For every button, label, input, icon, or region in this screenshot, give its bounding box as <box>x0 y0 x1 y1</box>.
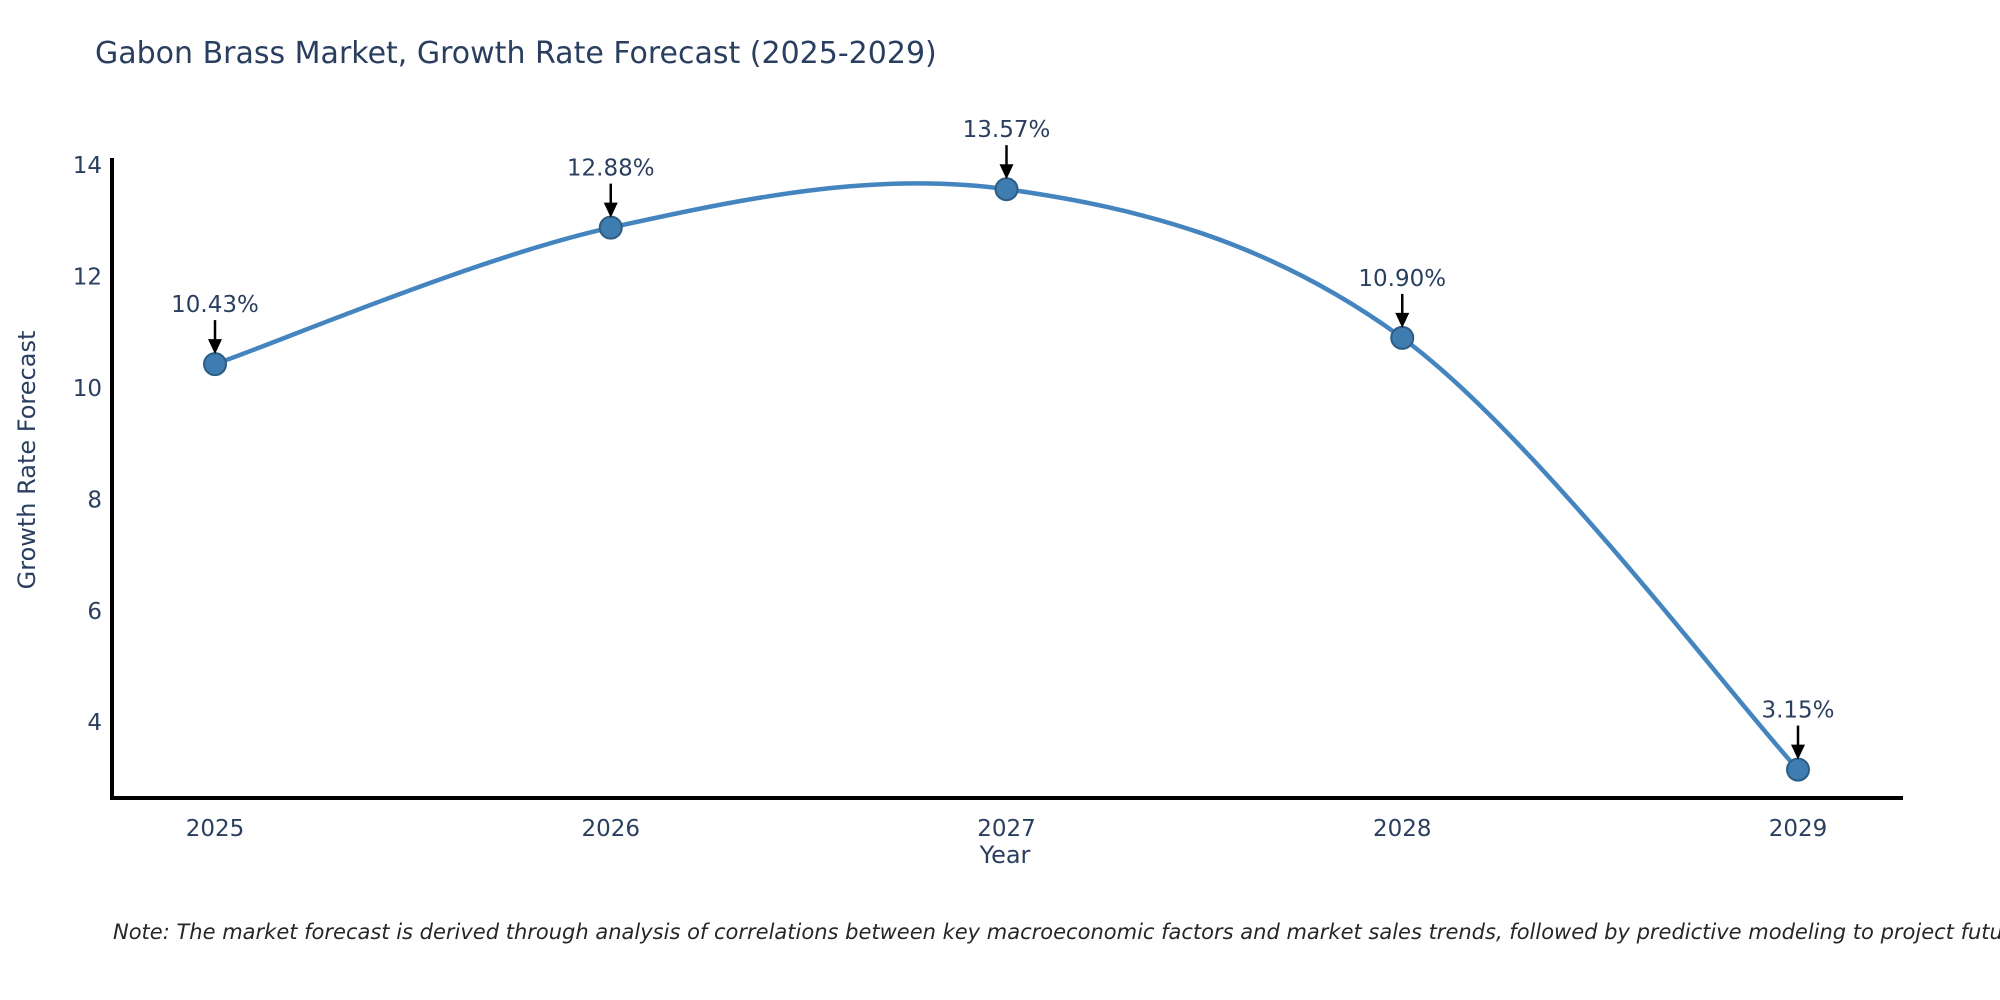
annotation-arrowhead <box>208 339 222 355</box>
x-tick-label: 2029 <box>1769 816 1828 842</box>
annotation-arrowhead <box>999 164 1014 180</box>
y-tick-label: 14 <box>73 153 102 179</box>
data-point-marker <box>994 177 1019 202</box>
point-value-label: 10.90% <box>1358 266 1446 292</box>
data-point-marker <box>1390 325 1415 350</box>
y-tick-label: 4 <box>87 710 102 736</box>
x-tick-label: 2027 <box>977 816 1036 842</box>
point-value-label: 3.15% <box>1761 698 1834 724</box>
y-tick-label: 12 <box>73 265 102 291</box>
forecast-line <box>212 181 1801 772</box>
y-tick-label: 6 <box>87 599 102 625</box>
y-tick-label: 8 <box>87 487 102 513</box>
point-value-label: 12.88% <box>567 156 655 182</box>
y-axis-title: Growth Rate Forecast <box>13 330 41 590</box>
annotation-arrowhead <box>1395 312 1410 328</box>
x-tick-label: 2025 <box>186 816 245 842</box>
chart-note: Note: The market forecast is derived thr… <box>113 920 2000 944</box>
point-value-label: 13.57% <box>963 117 1051 143</box>
x-tick-label: 2028 <box>1373 816 1432 842</box>
chart-title: Gabon Brass Market, Growth Rate Forecast… <box>95 36 937 71</box>
data-point-marker <box>598 215 623 240</box>
data-point-marker <box>203 352 227 377</box>
y-tick-label: 10 <box>73 376 102 402</box>
data-point-marker <box>1786 757 1810 782</box>
annotation-arrowhead <box>1791 744 1805 760</box>
point-value-label: 10.43% <box>171 292 259 318</box>
x-tick-label: 2026 <box>581 816 640 842</box>
x-axis-title: Year <box>979 841 1031 869</box>
annotation-arrowhead <box>603 202 618 218</box>
